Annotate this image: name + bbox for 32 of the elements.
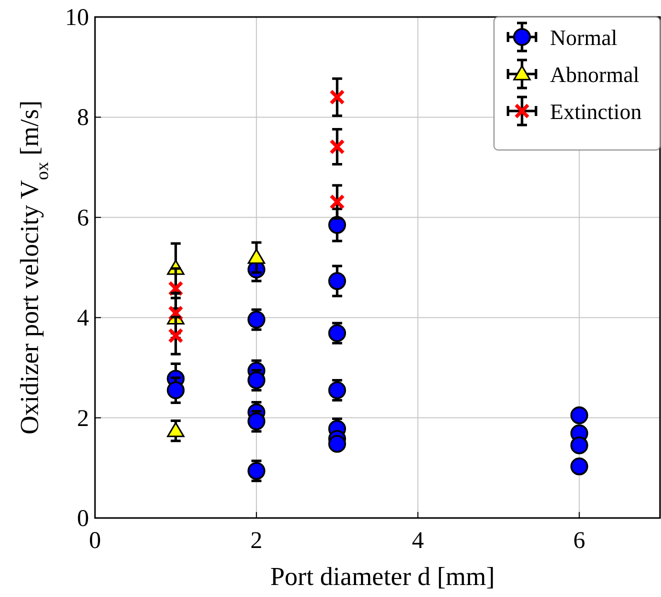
point — [328, 381, 346, 400]
point — [168, 328, 184, 344]
point — [329, 139, 345, 155]
y-tick-label: 6 — [77, 205, 89, 232]
x-axis-title: Port diameter d [mm] — [270, 562, 495, 591]
point — [248, 248, 266, 264]
x-tick-label: 2 — [250, 528, 262, 554]
point — [329, 194, 345, 210]
legend-label: Abnormal — [550, 62, 640, 87]
y-tick-label: 4 — [77, 306, 89, 332]
y-tick-label: 10 — [65, 5, 89, 31]
point — [328, 434, 346, 453]
x-tick-label: 6 — [573, 528, 586, 554]
x-tick-label: 4 — [412, 528, 424, 554]
point — [166, 381, 185, 400]
y-tick-label: 2 — [77, 406, 89, 432]
point — [570, 406, 588, 424]
point — [328, 324, 346, 342]
point — [248, 462, 266, 480]
point — [329, 89, 345, 105]
point — [166, 422, 184, 438]
point — [328, 272, 346, 290]
y-tick-label: 0 — [77, 506, 89, 532]
point — [248, 412, 266, 430]
point — [248, 371, 266, 390]
legend-label: Extinction — [550, 99, 642, 124]
point — [570, 457, 588, 476]
legend-label: Normal — [550, 25, 618, 50]
point — [570, 436, 588, 454]
point — [248, 310, 266, 329]
point — [328, 216, 346, 234]
y-tick-label: 8 — [77, 105, 89, 132]
